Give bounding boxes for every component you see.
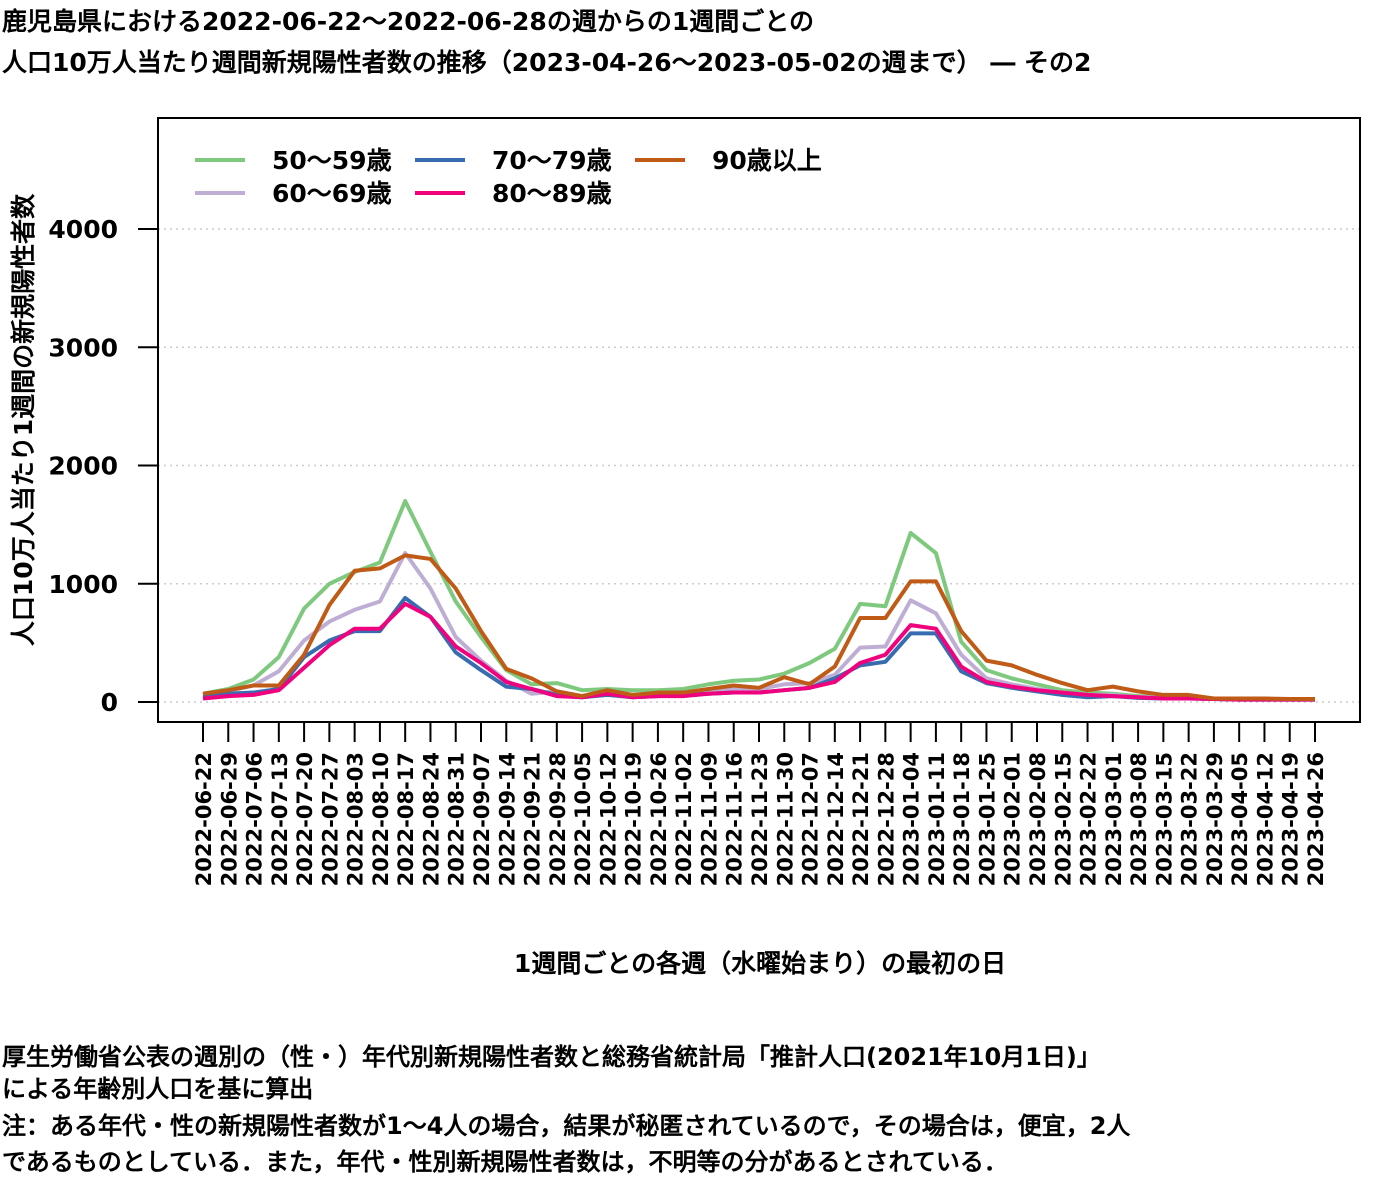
x-tick-label: 2022-08-24 — [419, 752, 443, 886]
x-tick-label: 2022-06-29 — [217, 752, 241, 886]
x-tick-label: 2022-10-12 — [596, 752, 620, 886]
x-tick-label: 2023-04-26 — [1304, 752, 1328, 886]
legend-label: 90歳以上 — [712, 146, 822, 175]
x-tick-label: 2022-07-13 — [268, 752, 292, 886]
x-axis-label: 1週間ごとの各週（水曜始まり）の最初の日 — [514, 949, 1006, 978]
y-axis-label: 人口10万人当たり1週間の新規陽性者数 — [9, 193, 38, 646]
x-tick-label: 2022-10-26 — [647, 752, 671, 886]
legend-label: 50～59歳 — [272, 146, 392, 175]
x-tick-label: 2023-04-12 — [1253, 752, 1277, 886]
x-tick-label: 2023-03-29 — [1203, 752, 1227, 886]
x-tick-label: 2022-11-02 — [672, 752, 696, 886]
legend-label: 60～69歳 — [272, 179, 392, 208]
note: 注：ある年代・性の新規陽性者数が1～4人の場合，結果が秘匿されているので，その場… — [2, 1112, 1130, 1140]
y-tick-label: 2000 — [48, 452, 118, 481]
series-line — [202, 553, 1315, 702]
x-tick-label: 2022-12-07 — [799, 752, 823, 886]
x-tick-label: 2022-12-14 — [824, 752, 848, 886]
legend-label: 70～79歳 — [492, 146, 612, 175]
note: であるものとしている．また，年代・性別新規陽性者数は，不明等の分があるとされてい… — [2, 1148, 1008, 1176]
y-tick-label: 4000 — [48, 215, 118, 244]
x-tick-label: 2023-03-01 — [1102, 752, 1126, 886]
plot-frame — [157, 117, 1361, 723]
y-tick-label: 1000 — [48, 570, 118, 599]
x-tick-label: 2023-02-15 — [1051, 752, 1075, 886]
series-line — [202, 601, 1315, 702]
x-tick-label: 2022-07-06 — [243, 752, 267, 886]
x-tick-label: 2022-11-16 — [723, 752, 747, 886]
x-tick-label: 2022-09-21 — [521, 752, 545, 886]
x-tick-label: 2022-09-28 — [546, 752, 570, 886]
y-tick-label: 3000 — [48, 333, 118, 362]
x-tick-label: 2023-03-15 — [1152, 752, 1176, 886]
x-tick-label: 2022-07-27 — [318, 752, 342, 886]
chart-title: 人口10万人当たり週間新規陽性者数の推移（2023-04-26～2023-05-… — [2, 48, 1091, 77]
x-tick-label: 2022-06-22 — [192, 752, 216, 886]
series-line — [202, 551, 1315, 702]
chart-title: 鹿児島県における2022-06-22～2022-06-28の週からの1週間ごとの — [2, 7, 814, 36]
x-tick-label: 2023-01-11 — [925, 752, 949, 886]
series-line — [202, 595, 1315, 702]
note: 厚生労働省公表の週別の（性・）年代別新規陽性者数と総務省統計局「推計人口(202… — [2, 1043, 1101, 1071]
x-tick-label: 2022-12-28 — [874, 752, 898, 886]
x-tick-label: 2022-09-07 — [470, 752, 494, 886]
x-tick-label: 2023-02-22 — [1077, 752, 1101, 886]
x-tick-label: 2022-11-23 — [748, 752, 772, 886]
series-line — [202, 498, 1315, 702]
note: による年齢別人口を基に算出 — [2, 1075, 313, 1103]
x-tick-label: 2022-09-14 — [495, 752, 519, 886]
x-tick-label: 2022-10-05 — [571, 752, 595, 886]
x-tick-label: 2022-12-21 — [849, 752, 873, 886]
x-tick-label: 2023-04-19 — [1279, 752, 1303, 886]
x-tick-label: 2023-01-04 — [900, 752, 924, 886]
x-tick-label: 2022-08-03 — [344, 752, 368, 886]
x-tick-label: 2022-08-31 — [445, 752, 469, 886]
x-tick-label: 2023-01-25 — [975, 752, 999, 886]
x-tick-label: 2022-10-19 — [622, 752, 646, 886]
x-tick-label: 2022-08-10 — [369, 752, 393, 886]
x-tick-label: 2023-02-01 — [1001, 752, 1025, 886]
x-tick-label: 2023-01-18 — [950, 752, 974, 886]
x-tick-label: 2022-11-30 — [773, 752, 797, 886]
x-tick-label: 2023-04-05 — [1228, 752, 1252, 886]
x-tick-label: 2022-11-09 — [697, 752, 721, 886]
x-tick-label: 2023-03-22 — [1178, 752, 1202, 886]
legend-label: 80～89歳 — [492, 179, 612, 208]
x-tick-label: 2022-08-17 — [394, 752, 418, 886]
x-tick-label: 2022-07-20 — [293, 752, 317, 886]
x-tick-label: 2023-02-08 — [1026, 752, 1050, 886]
y-tick-label: 0 — [101, 688, 118, 717]
x-tick-label: 2023-03-08 — [1127, 752, 1151, 886]
